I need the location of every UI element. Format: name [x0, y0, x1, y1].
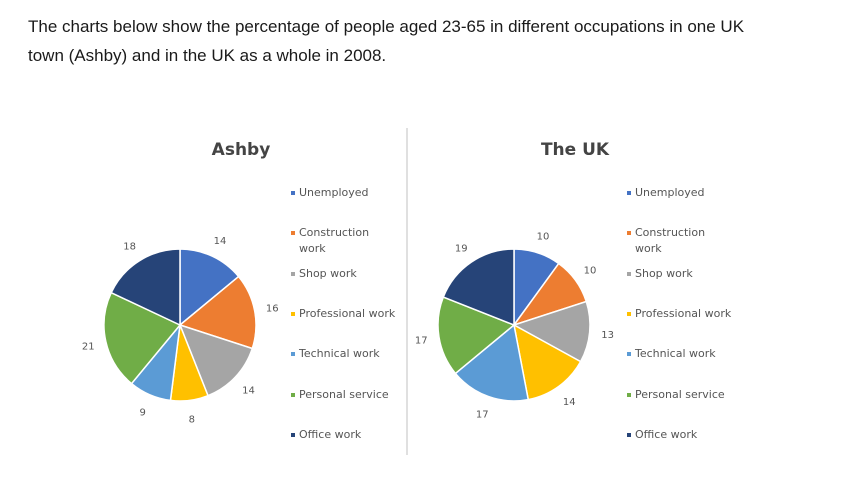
slice-label-0-5: 21	[82, 342, 95, 353]
legend-marker-0-4	[291, 352, 295, 356]
slice-label-1-5: 17	[415, 336, 428, 347]
legend-label-1-3: Professional work	[635, 307, 732, 320]
slice-label-0-6: 18	[123, 242, 136, 253]
legend-marker-1-5	[627, 393, 631, 397]
pie-slice-1-3	[512, 323, 582, 401]
legend-marker-1-3	[627, 312, 631, 316]
chart-title-0: Ashby	[212, 140, 271, 160]
chart-title-1: The UK	[541, 140, 610, 160]
slice-label-0-0: 14	[214, 236, 227, 247]
legend-label-1-1: Construction	[635, 226, 705, 239]
legend-label-0-0: Unemployed	[299, 186, 369, 199]
pie-slice-0-0	[179, 248, 240, 327]
slice-label-0-4: 9	[140, 407, 146, 418]
pie-slice-0-2	[178, 323, 254, 397]
legend-marker-0-0	[291, 191, 295, 195]
pie-slice-1-2	[512, 300, 591, 363]
pie-slice-1-6	[442, 248, 515, 327]
legend-label-0-4: Technical work	[298, 347, 380, 360]
legend-marker-0-3	[291, 312, 295, 316]
slice-label-0-3: 8	[189, 414, 195, 425]
legend-label-1-1-line1: work	[635, 242, 662, 255]
intro-line-1: The charts below show the percentage of …	[28, 17, 745, 36]
legend-marker-0-2	[291, 272, 295, 276]
legend-marker-0-5	[291, 393, 295, 397]
legend-label-0-5: Personal service	[299, 388, 389, 401]
intro-line-2: town (Ashby) and in the UK as a whole in…	[28, 46, 387, 65]
slice-label-1-0: 10	[537, 232, 550, 243]
pie-slice-0-5	[103, 291, 182, 385]
legend-label-1-2: Shop work	[635, 267, 693, 280]
legend-label-0-3: Professional work	[299, 307, 396, 320]
pie-slice-1-5	[437, 296, 516, 375]
legend-label-1-5: Personal service	[635, 388, 725, 401]
legend-label-0-1-line1: work	[299, 242, 326, 255]
legend-label-1-6: Office work	[635, 428, 698, 441]
slice-label-0-2: 14	[242, 385, 255, 396]
legend-label-0-2: Shop work	[299, 267, 357, 280]
legend-marker-1-0	[627, 191, 631, 195]
slice-label-1-1: 10	[584, 266, 597, 277]
slice-label-1-2: 13	[601, 330, 614, 341]
legend-label-1-0: Unemployed	[635, 186, 705, 199]
legend-marker-1-2	[627, 272, 631, 276]
legend-marker-0-1	[291, 231, 295, 235]
slice-label-1-6: 19	[455, 243, 468, 254]
legend-marker-0-6	[291, 433, 295, 437]
pie-slice-0-6	[110, 248, 181, 327]
intro-text: The charts below show the percentage of …	[28, 12, 818, 70]
legend-marker-1-4	[627, 352, 631, 356]
slice-label-1-4: 17	[476, 409, 489, 420]
slice-label-1-3: 14	[563, 397, 576, 408]
legend-label-0-6: Office work	[299, 428, 362, 441]
legend-marker-1-1	[627, 231, 631, 235]
legend-label-1-4: Technical work	[634, 347, 716, 360]
pie-slice-1-4	[454, 323, 530, 402]
slice-label-0-1: 16	[266, 303, 279, 314]
legend-marker-1-6	[627, 433, 631, 437]
legend-label-0-1: Construction	[299, 226, 369, 239]
